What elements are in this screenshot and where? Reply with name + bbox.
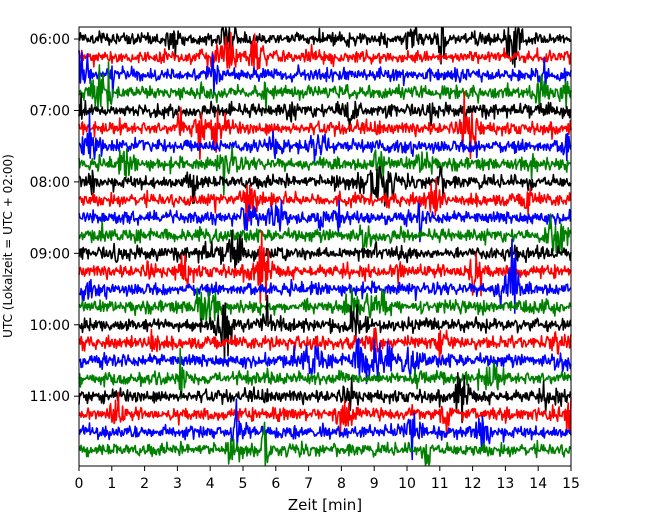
trace-line — [78, 398, 572, 461]
y-tick-label: 11:00 — [30, 389, 70, 405]
trace-group — [78, 27, 572, 466]
trace-line — [78, 112, 572, 163]
trace-line — [78, 337, 572, 385]
trace-line — [78, 31, 572, 70]
x-tick-label: 13 — [496, 476, 514, 492]
plot-frame — [78, 26, 572, 467]
trace-line — [78, 27, 572, 68]
x-tick-label: 1 — [107, 476, 116, 492]
y-axis: 06:00 07:00 08:00 09:00 10:00 11:00 — [30, 32, 79, 405]
trace-line — [78, 294, 572, 364]
trace-line — [78, 90, 572, 160]
trace-line — [78, 372, 572, 424]
x-tick-label: 8 — [337, 476, 346, 492]
y-tick-label: 06:00 — [30, 32, 70, 48]
x-tick-label: 2 — [140, 476, 149, 492]
x-axis-label: Zeit [min] — [288, 496, 362, 514]
trace-line — [78, 213, 572, 256]
x-tick-label: 3 — [173, 476, 182, 492]
trace-line — [78, 177, 572, 223]
trace-line — [78, 391, 572, 438]
trace-line — [78, 287, 572, 324]
trace-line — [78, 50, 572, 98]
x-axis: 0 1 2 3 4 5 6 7 8 9 10 11 12 13 14 15 — [75, 466, 580, 492]
x-tick-label: 11 — [431, 476, 449, 492]
trace-line — [78, 327, 572, 363]
trace-line — [78, 92, 572, 132]
x-tick-label: 0 — [75, 476, 84, 492]
y-tick-label: 09:00 — [30, 246, 70, 262]
y-tick-label: 10:00 — [30, 318, 70, 334]
trace-line — [78, 146, 572, 196]
x-tick-label: 10 — [398, 476, 416, 492]
trace-line — [78, 230, 572, 304]
x-tick-label: 9 — [370, 476, 379, 492]
x-tick-label: 7 — [304, 476, 313, 492]
x-tick-label: 15 — [562, 476, 580, 492]
trace-line — [78, 229, 572, 270]
y-tick-label: 07:00 — [30, 103, 70, 119]
trace-line — [78, 347, 572, 400]
trace-line — [78, 421, 572, 466]
x-tick-label: 12 — [464, 476, 482, 492]
x-tick-label: 6 — [271, 476, 280, 492]
x-tick-label: 14 — [529, 476, 547, 492]
trace-line — [78, 199, 572, 243]
trace-line — [78, 238, 572, 314]
trace-line — [78, 61, 572, 114]
trace-line — [78, 165, 572, 207]
y-axis-label: UTC (Lokalzeit = UTC + 02:00) — [1, 154, 15, 338]
x-tick-label: 4 — [206, 476, 215, 492]
x-tick-label: 5 — [239, 476, 248, 492]
y-tick-label: 08:00 — [30, 175, 70, 191]
